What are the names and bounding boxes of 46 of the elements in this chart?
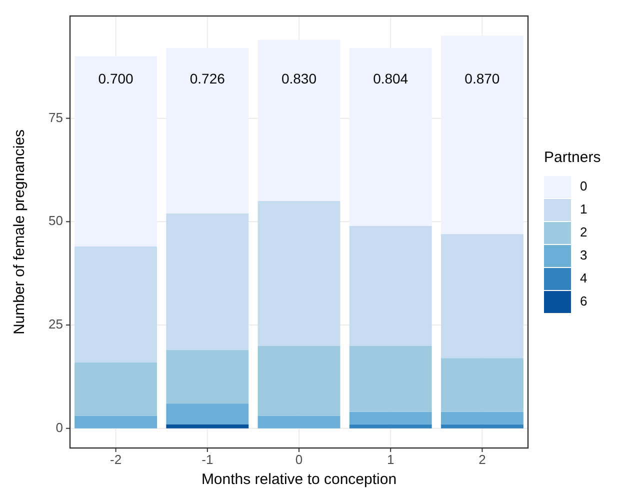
bar: [440, 358, 524, 412]
y-tick-label: 75: [48, 110, 63, 125]
bar: [440, 412, 524, 424]
bar: [258, 346, 340, 416]
x-tick-label: 1: [386, 452, 394, 467]
bar: [440, 36, 524, 234]
bar: [349, 424, 432, 428]
bar: [166, 213, 249, 350]
x-tick-label: -1: [202, 452, 214, 467]
y-tick-label: 0: [56, 420, 63, 435]
legend-label: 3: [580, 247, 588, 262]
x-axis-title: Months relative to conception: [201, 471, 397, 488]
legend-title: Partners: [544, 149, 601, 166]
bar: [349, 346, 432, 412]
bar: [258, 40, 340, 201]
bar: [166, 48, 249, 214]
annotation: 0.726: [190, 70, 226, 87]
bar: [74, 56, 158, 246]
bar: [166, 404, 249, 424]
legend-label: 6: [580, 293, 588, 308]
y-tick-label: 25: [48, 316, 63, 332]
bar: [166, 350, 249, 404]
bar: [440, 234, 524, 358]
bar: [440, 424, 524, 428]
x-tick-label: -2: [110, 452, 122, 467]
legend-label: 4: [580, 270, 588, 286]
x-tick-label: 0: [295, 452, 303, 467]
bar: [74, 362, 158, 416]
bar: [166, 424, 249, 428]
legend-label: 0: [580, 178, 588, 194]
bar: [349, 226, 432, 346]
bar: [74, 246, 158, 362]
bar: [349, 412, 432, 424]
annotation: 0.804: [373, 70, 408, 87]
bar: [74, 416, 158, 428]
annotation: 0.700: [98, 70, 134, 87]
bar: [349, 48, 432, 226]
legend-label: 1: [580, 201, 588, 216]
y-axis-title: Number of female pregnancies: [11, 129, 28, 335]
legend-label: 2: [580, 224, 588, 240]
bar: [258, 416, 340, 428]
annotation: 0.870: [464, 70, 500, 87]
x-tick-label: 2: [478, 452, 486, 467]
y-tick-label: 50: [48, 213, 63, 228]
bar: [258, 200, 340, 346]
annotation: 0.830: [281, 70, 317, 87]
